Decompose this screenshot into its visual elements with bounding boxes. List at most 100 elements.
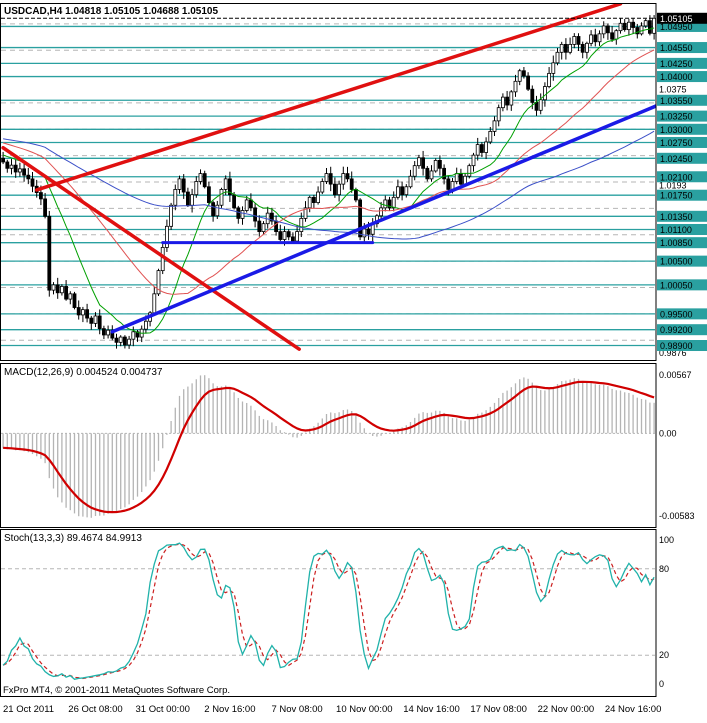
candle-body [391, 196, 396, 209]
candle-body [236, 207, 241, 219]
candle-body [102, 328, 106, 336]
candle-body [131, 331, 136, 340]
time-axis-label: 22 Nov 00:00 [537, 704, 595, 715]
candle-body [190, 194, 195, 206]
price-scale[interactable]: 1.0375 1.0193 0.9876 1.04950 1.04550 1.04250 1… [657, 12, 707, 358]
candle-body [345, 173, 350, 180]
candle-body [26, 174, 31, 180]
candle-body [425, 167, 430, 180]
price-level-box [657, 255, 707, 267]
descending-red-trendline[interactable] [1, 145, 301, 351]
candle-body [631, 21, 635, 28]
candle-body [295, 231, 300, 242]
candle-body [152, 293, 157, 314]
candle-body [429, 170, 434, 180]
candle-body [173, 189, 178, 206]
candle-body [202, 173, 207, 188]
candle-body [437, 160, 442, 169]
macd-axis-zero: 0.00 [659, 428, 677, 438]
price-level-label: 1.01350 [660, 212, 693, 222]
candle-body [282, 231, 287, 240]
candle-body [337, 183, 342, 196]
candle-body [13, 164, 18, 173]
candle-body [559, 43, 564, 53]
candle-body [89, 317, 94, 324]
moving-average-13-line[interactable] [2, 27, 655, 334]
candle-body [194, 181, 199, 196]
candle-body [30, 178, 35, 187]
price-level-label: 1.03550 [660, 96, 693, 106]
macd-panel [0, 363, 657, 528]
stoch-indicator-label: Stoch(13,3,3) 89.4674 84.9913 [4, 533, 142, 544]
candle-body [505, 96, 510, 106]
candle-body [286, 231, 291, 238]
candle-body [522, 70, 526, 77]
moving-average-34-line[interactable] [2, 49, 655, 295]
price-level-label: 1.03250 [660, 112, 693, 122]
candle-body [614, 30, 619, 40]
time-axis-label: 2 Nov 16:00 [204, 704, 256, 715]
chart-title: USDCAD,H4 1.04818 1.05105 1.04688 1.0510… [4, 6, 219, 17]
candle-body [68, 293, 73, 300]
price-level-box [657, 279, 707, 291]
candle-body [555, 51, 560, 64]
candle-body [114, 337, 119, 343]
macd-axis-min: -0.00583 [659, 511, 695, 521]
price-level-label: 0.99500 [660, 309, 693, 319]
price-level-label: 1.02750 [660, 138, 693, 148]
candle-body [143, 320, 148, 330]
time-axis-label: 26 Oct 08:00 [68, 704, 123, 715]
candle-body [597, 33, 602, 43]
candle-body [492, 120, 497, 132]
candle-body [416, 157, 421, 167]
support-resistance-lines[interactable] [1, 25, 655, 347]
candle-body [240, 210, 245, 219]
time-axis-label: 31 Oct 00:00 [135, 704, 190, 715]
candle-body [526, 75, 530, 90]
price-level-label: 1.00500 [660, 257, 693, 267]
current-price-label: 1.05105 [660, 14, 693, 24]
candle-body [564, 43, 568, 53]
price-level-label: 0.99200 [660, 325, 693, 335]
candle-body [290, 236, 295, 242]
ascending-blue-trendline[interactable] [110, 104, 658, 334]
candle-body [387, 199, 392, 209]
candle-body [622, 22, 627, 31]
price-level-box [657, 136, 707, 148]
price-level-label: 1.04950 [660, 22, 693, 32]
price-level-label: 0.98900 [660, 341, 693, 351]
candle-body [572, 36, 577, 45]
ascending-red-trendline[interactable] [34, 4, 623, 192]
candle-body [610, 32, 614, 40]
moving-average-89-line[interactable] [3, 130, 655, 240]
stoch-panel [0, 529, 657, 697]
candle-body [97, 315, 102, 330]
candle-body [601, 25, 606, 35]
candle-body [488, 131, 493, 143]
stoch-axis-80: 80 [659, 564, 669, 574]
candle-body [169, 204, 174, 227]
time-axis-label: 10 Nov 00:00 [336, 704, 393, 715]
price-level-label: 1.03000 [660, 125, 693, 135]
price-level-box [657, 189, 707, 201]
candle-body [177, 178, 182, 190]
candle-body [269, 212, 274, 222]
candle-body [5, 161, 10, 169]
candle-body [123, 336, 127, 346]
price-level-label: 1.04550 [660, 43, 693, 53]
candle-body [181, 178, 186, 193]
candle-body [316, 191, 321, 203]
candle-body [585, 42, 589, 53]
candle-body [618, 22, 623, 32]
candle-body [404, 186, 409, 196]
price-level-box [657, 308, 707, 320]
stoch-axis-100: 100 [659, 535, 674, 545]
candle-body [400, 186, 405, 196]
candle-body [261, 223, 266, 232]
candle-body [496, 107, 501, 122]
time-axis-label: 7 Nov 08:00 [271, 704, 323, 715]
candle-body [303, 207, 308, 219]
candle-body [328, 173, 333, 185]
